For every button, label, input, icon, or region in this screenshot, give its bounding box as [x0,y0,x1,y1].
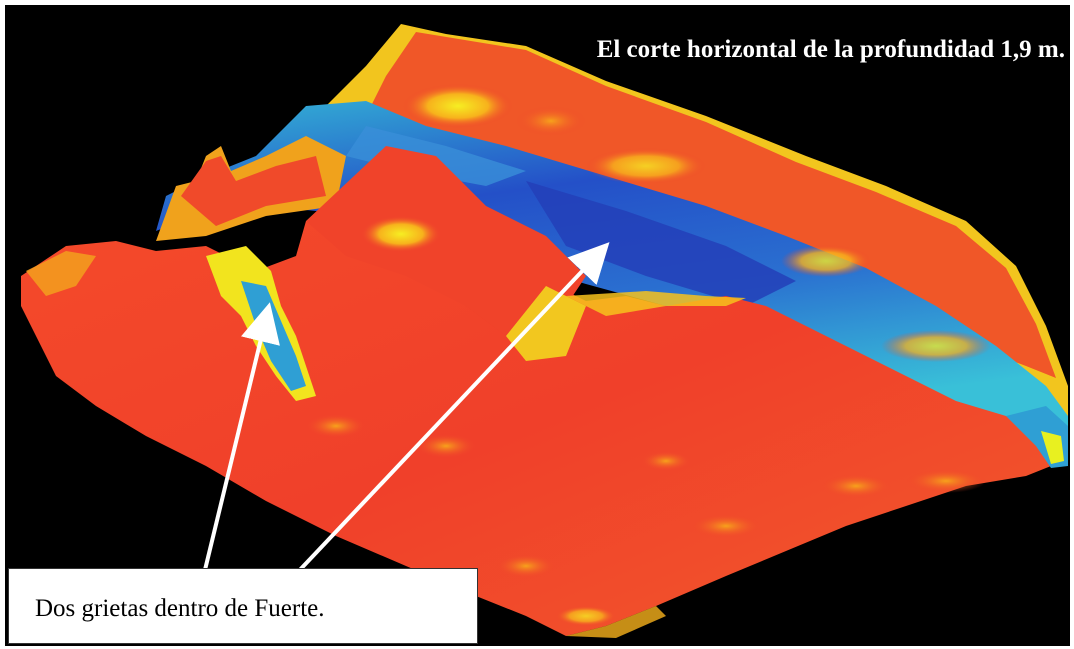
figure-frame: El corte horizontal de la profundidad 1,… [5,5,1070,646]
callout-box: Dos grietas dentro de Fuerte. [8,568,478,644]
callout-label: Dos grietas dentro de Fuerte. [35,595,325,622]
figure-title: El corte horizontal de la profundidad 1,… [596,36,1065,63]
resistivity-surface-3d [21,24,1068,638]
